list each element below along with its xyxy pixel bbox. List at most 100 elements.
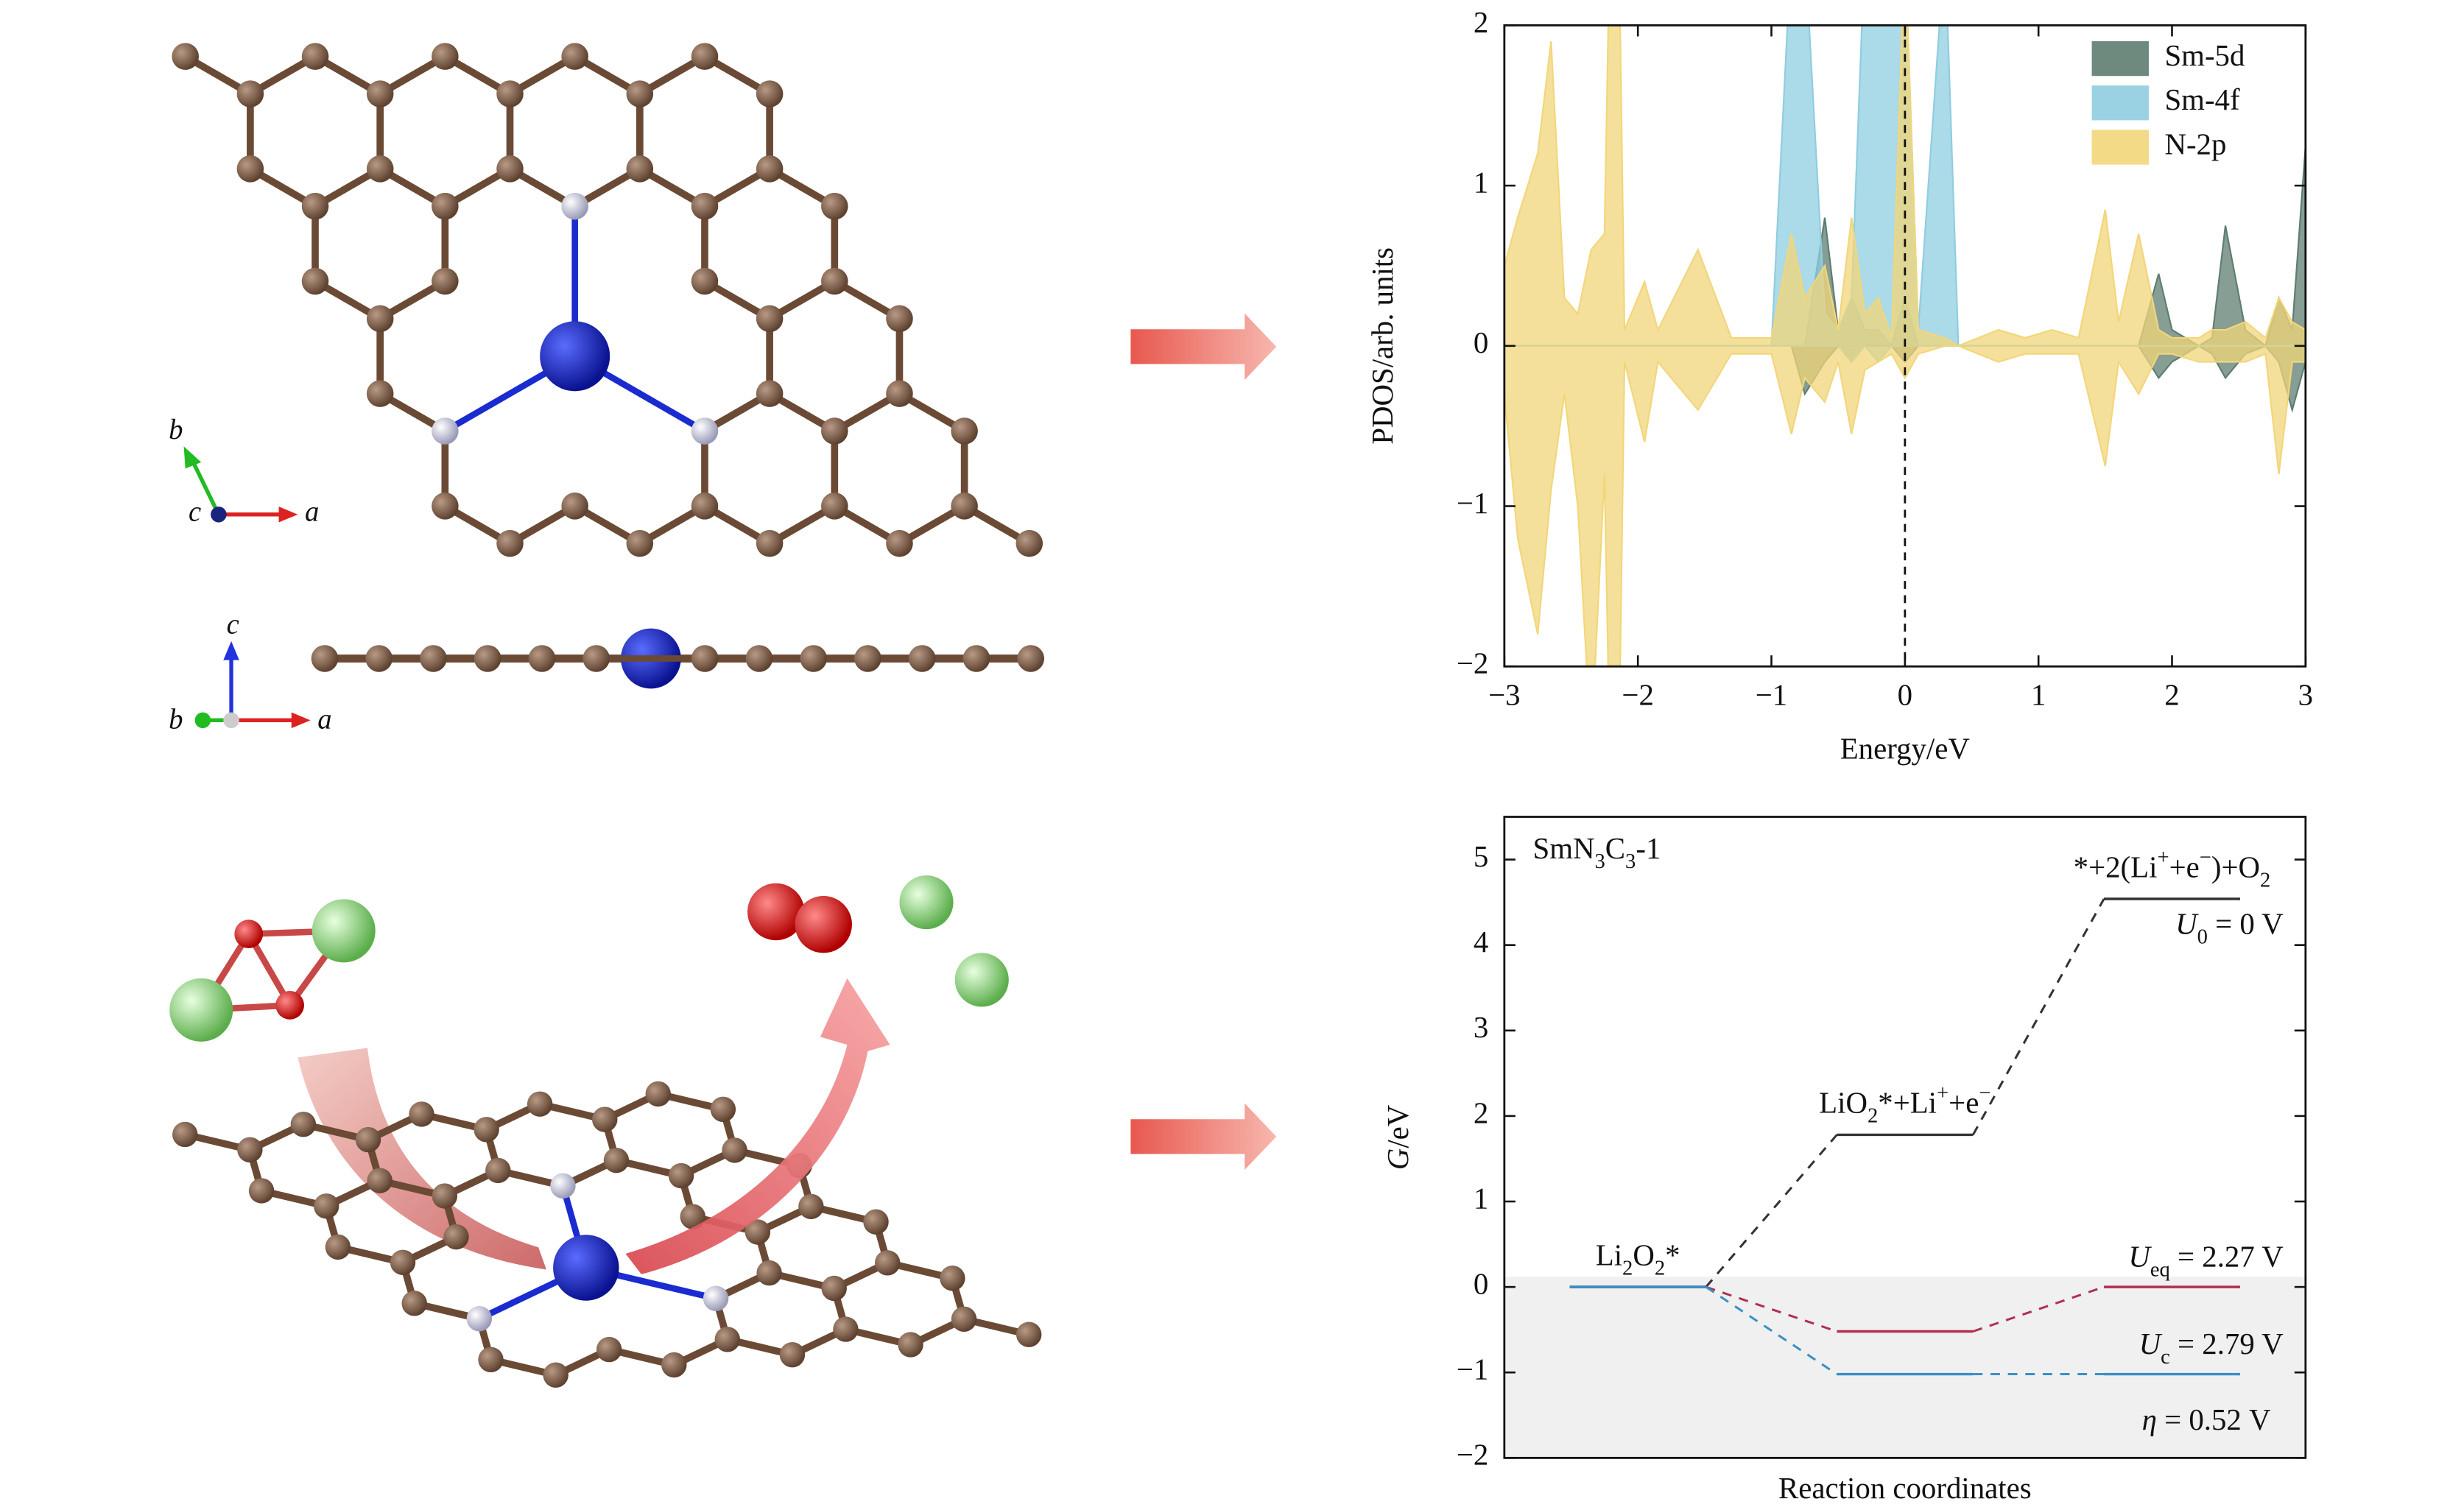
lithium-atom	[169, 978, 233, 1042]
carbon-atom	[301, 43, 329, 70]
carbon-atom	[710, 1096, 736, 1123]
y-tick-label: 0	[1474, 326, 1488, 359]
y-tick-label: 0	[1474, 1267, 1488, 1300]
y-tick-label: 3	[1474, 1011, 1488, 1044]
text-part: SmN	[1533, 832, 1595, 865]
nitrogen-atom	[691, 417, 719, 445]
carbon-atom	[668, 1162, 694, 1189]
samarium-atom	[553, 1235, 619, 1301]
text-part: +	[2157, 846, 2169, 869]
carbon-atom	[854, 645, 881, 672]
carbon-atom	[779, 1342, 806, 1368]
text-part: eq	[2150, 1259, 2170, 1282]
carbon-atom	[821, 417, 848, 445]
connector	[1706, 1285, 1837, 1333]
area-fill	[1504, 345, 2306, 667]
carbon-atom	[821, 192, 848, 220]
carbon-atom	[951, 1306, 977, 1333]
carbon-atom	[561, 493, 588, 520]
text-part: 0	[2197, 926, 2208, 949]
text-part: /eV	[1381, 1104, 1415, 1148]
carbon-atom	[485, 1157, 511, 1184]
text-part: O	[1633, 1239, 1655, 1272]
carbon-atom	[821, 493, 848, 520]
carbon-atom	[366, 155, 394, 183]
y-tick-label: −2	[1457, 1439, 1488, 1472]
text-part: *	[1665, 1239, 1680, 1272]
curved-arrow	[625, 978, 890, 1274]
carbon-atom	[691, 645, 719, 672]
area-outline	[1504, 25, 2306, 347]
carbon-atom	[236, 155, 264, 183]
axis-dot	[223, 712, 239, 729]
axis-letter: c	[227, 609, 239, 640]
carbon-atom	[592, 1107, 618, 1132]
carbon-atom	[366, 305, 394, 333]
carbon-atom	[311, 645, 339, 672]
text-part: )+O	[2211, 851, 2260, 884]
nitrogen-atom	[550, 1173, 576, 1199]
y-tick-label: 1	[1474, 166, 1488, 199]
carbon-atom	[432, 1183, 458, 1209]
legend-swatch	[2091, 130, 2149, 165]
text-part: 2	[2260, 869, 2270, 892]
carbon-atom	[680, 1204, 705, 1229]
carbon-atom	[821, 267, 848, 295]
carbon-atom	[355, 1126, 381, 1153]
carbon-atom	[496, 80, 524, 107]
carbon-atom	[645, 1081, 671, 1107]
carbon-atom	[756, 380, 784, 407]
flow-arrow	[1130, 313, 1277, 381]
chart-title: SmN3C3-1	[1533, 832, 1661, 873]
carbon-atom	[691, 192, 719, 220]
shaded-region	[1504, 1277, 2306, 1458]
carbon-atom	[756, 529, 784, 557]
legend-label: N-2p	[2164, 127, 2226, 160]
structure-top-view	[172, 43, 1043, 557]
arrow-head	[223, 640, 239, 660]
carbon-atom	[366, 80, 394, 107]
text-part: *+2(Li	[2074, 851, 2158, 884]
carbon-atom	[1015, 529, 1043, 557]
step-label: *+2(Li++e−)+O2	[2074, 846, 2271, 892]
carbon-atom	[496, 529, 524, 557]
text-part: −	[2200, 846, 2211, 869]
connector	[1705, 1134, 1838, 1288]
text-part: = 2.79 V	[2170, 1327, 2284, 1360]
nitrogen-atom	[703, 1285, 729, 1311]
text-part: +	[1937, 1082, 1949, 1105]
arrow-head	[291, 712, 311, 729]
level-label: U0 = 0 V	[2175, 908, 2284, 949]
carbon-atom	[691, 493, 719, 520]
x-tick-label: 0	[1898, 679, 1912, 712]
connector	[1972, 1285, 2105, 1333]
carbon-atom	[908, 645, 936, 672]
carbon-atom	[432, 43, 459, 70]
carbon-atom	[1015, 1321, 1042, 1347]
text-part: = 0.52 V	[2157, 1403, 2271, 1436]
lithium-atom	[954, 953, 1009, 1007]
carbon-atom	[821, 1275, 847, 1302]
area-outline	[1504, 345, 2306, 667]
y-tick-label: 4	[1474, 925, 1488, 959]
oxygen-atom	[275, 991, 304, 1020]
text-part: = 2.27 V	[2170, 1240, 2284, 1274]
carbon-atom	[798, 1193, 824, 1220]
axis-letter: a	[305, 497, 319, 528]
legend-label: Sm-4f	[2164, 83, 2240, 116]
y-tick-label: −1	[1457, 1353, 1488, 1386]
text-part: = 0 V	[2208, 908, 2284, 941]
carbon-atom	[313, 1193, 339, 1219]
carbon-atom	[951, 417, 978, 445]
text-part: 3	[1595, 850, 1605, 873]
legend-swatch	[2091, 40, 2149, 77]
x-tick-label: −2	[1622, 679, 1653, 712]
carbon-atom	[603, 1147, 630, 1174]
legend-label: Sm-5d	[2164, 39, 2245, 72]
y-tick-label: 1	[1474, 1182, 1488, 1215]
axis-letter: c	[189, 497, 201, 528]
carbon-atom	[496, 155, 524, 183]
carbon-atom	[432, 267, 459, 295]
oxygen-atom	[795, 896, 852, 953]
